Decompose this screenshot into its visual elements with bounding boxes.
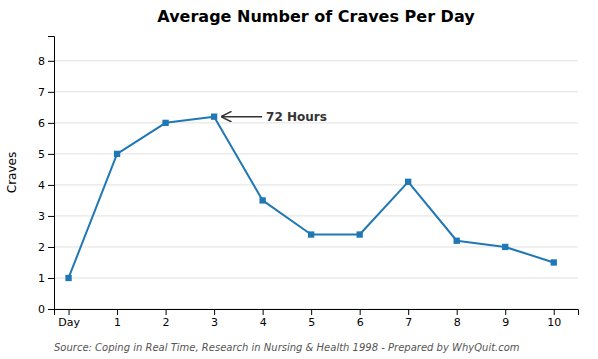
chart: Day 1 2 3 4 5 6 7 8 9 10 0 1 2 3 4 5 6 7 8 72 Hours Average N… (0, 0, 598, 359)
tick-mark (505, 309, 506, 315)
tick-label: 7 (38, 86, 45, 99)
tick: 0 (38, 303, 54, 316)
tick-mark (48, 154, 54, 155)
line (69, 117, 554, 278)
marker (308, 231, 314, 237)
tick-label: 6 (357, 316, 364, 329)
annotation: 72 Hours (266, 110, 327, 124)
marker (211, 113, 217, 119)
tick: 6 (357, 309, 364, 329)
tick-mark (117, 309, 118, 315)
plot-area (65, 113, 557, 281)
tick-label: 3 (211, 316, 218, 329)
tick-mark (311, 309, 312, 315)
marker (502, 244, 508, 250)
marker (551, 259, 557, 265)
tick-label: 2 (38, 241, 45, 254)
tick: 2 (163, 309, 170, 329)
grid-line (54, 91, 578, 92)
tick-mark (263, 309, 264, 315)
tick-label: 5 (308, 316, 315, 329)
title: Average Number of Craves Per Day (157, 7, 475, 26)
tick-mark (360, 309, 361, 315)
tick: 8 (38, 55, 54, 68)
annotation-arrow (222, 116, 262, 118)
marker (114, 151, 120, 157)
tick-label: 1 (114, 316, 121, 329)
marker (162, 120, 168, 126)
tick: 10 (547, 309, 561, 329)
y-axis: 0 1 2 3 4 5 6 7 8 (38, 37, 55, 317)
tick-mark (408, 309, 409, 315)
marker (259, 197, 265, 203)
tick-label: 2 (163, 316, 170, 329)
tick: 4 (38, 179, 54, 192)
axis-line (48, 37, 55, 310)
tick: 6 (38, 117, 54, 130)
tick-mark (69, 309, 70, 315)
tick-mark (48, 92, 54, 93)
tick: 7 (38, 86, 54, 99)
grid-line (54, 60, 578, 61)
tick: 9 (502, 309, 509, 329)
tick-label: 1 (38, 272, 45, 285)
tick-mark (48, 216, 54, 217)
tick-mark (48, 247, 54, 248)
tick: 3 (211, 309, 218, 329)
tick-label: 5 (38, 148, 45, 161)
tick: 3 (38, 210, 54, 223)
tick-mark (48, 309, 54, 310)
tick-mark (48, 123, 54, 124)
grid-line (54, 215, 578, 216)
tick: 5 (308, 309, 315, 329)
tick-mark (48, 185, 54, 186)
tick-label: Day (58, 316, 80, 329)
tick: Day (58, 309, 80, 329)
grid-line (54, 153, 578, 154)
tick: 5 (38, 148, 54, 161)
tick: 1 (114, 309, 121, 329)
marker (357, 231, 363, 237)
tick-label: 7 (405, 316, 412, 329)
axis-line (55, 310, 579, 316)
tick-label: 10 (547, 316, 561, 329)
y-axis-label: Craves (5, 152, 19, 193)
tick-mark (48, 61, 54, 62)
tick-label: 6 (38, 117, 45, 130)
marker (454, 238, 460, 244)
tick-label: 4 (260, 316, 267, 329)
marker (65, 275, 71, 281)
tick-label: 4 (38, 179, 45, 192)
grid-line (54, 277, 578, 278)
tick-mark (457, 309, 458, 315)
x-axis: Day 1 2 3 4 5 6 7 8 9 10 (55, 309, 579, 329)
tick: 8 (454, 309, 461, 329)
tick-mark (166, 309, 167, 315)
grid-line (54, 184, 578, 185)
tick: 4 (260, 309, 267, 329)
tick-mark (48, 278, 54, 279)
grid (54, 61, 578, 309)
marker (405, 179, 411, 185)
source: Source: Coping in Real Time, Research in… (54, 342, 520, 353)
tick-label: 9 (502, 316, 509, 329)
tick: 1 (38, 272, 54, 285)
tick: 7 (405, 309, 412, 329)
tick-mark (214, 309, 215, 315)
tick-label: 3 (38, 210, 45, 223)
tick-label: 0 (38, 303, 45, 316)
tick: 2 (38, 241, 54, 254)
tick-label: 8 (38, 55, 45, 68)
tick-mark (554, 309, 555, 315)
tick-label: 8 (454, 316, 461, 329)
